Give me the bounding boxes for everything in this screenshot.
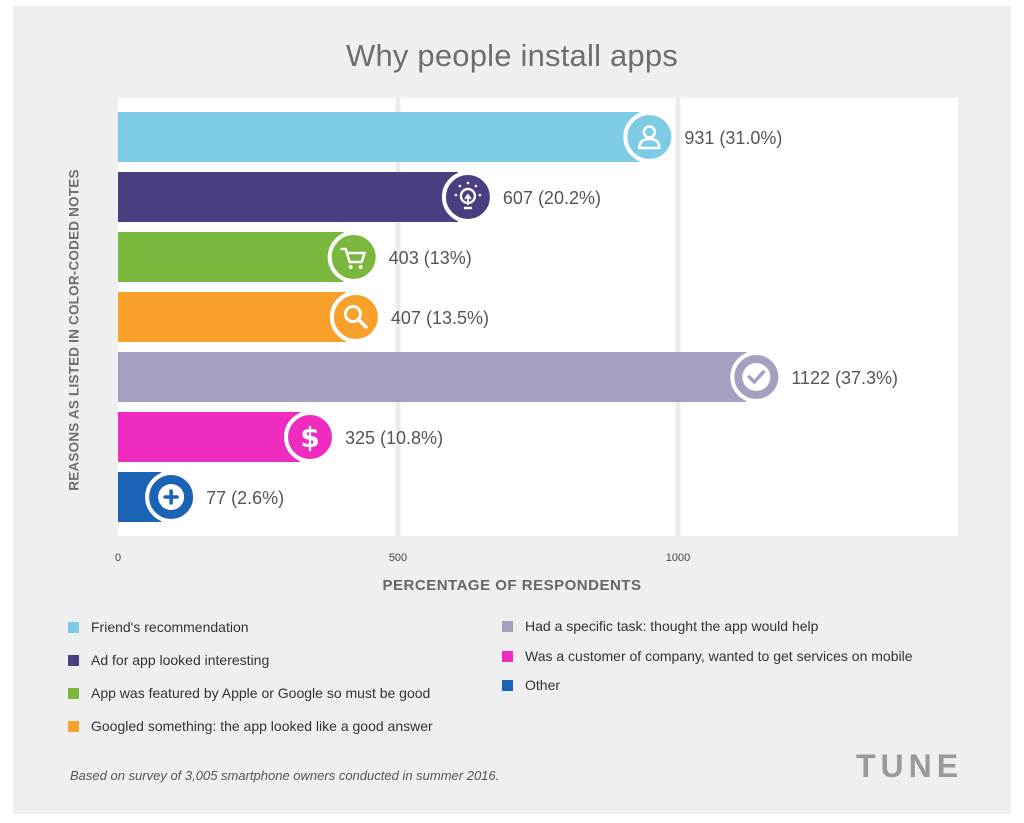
- legend-label: Friend's recommendation: [91, 619, 249, 635]
- data-label: 931 (31.0%): [684, 128, 782, 148]
- x-tick-label: 500: [389, 552, 407, 564]
- check-icon: [730, 351, 783, 403]
- legend-swatch: [502, 650, 513, 662]
- bar: [118, 112, 640, 162]
- data-label: 407 (13.5%): [391, 308, 489, 328]
- cart-icon: [327, 231, 380, 283]
- legend-item: Googled something: the app looked like a…: [68, 718, 433, 734]
- legend-label: App was featured by Apple or Google so m…: [91, 685, 431, 701]
- brand-logo: TUNE: [856, 748, 964, 784]
- legend-swatch: [68, 721, 79, 732]
- bar: [118, 352, 747, 402]
- legend-item: Had a specific task: thought the app wou…: [502, 618, 818, 634]
- data-label: 1122 (37.3%): [791, 368, 898, 388]
- footnote: Based on survey of 3,005 smartphone owne…: [70, 768, 500, 783]
- x-tick-label: 1000: [666, 552, 690, 564]
- dollar-icon: $: [284, 411, 336, 463]
- bar: [118, 292, 346, 342]
- legend-label: Was a customer of company, wanted to get…: [525, 647, 913, 664]
- bar: [118, 232, 344, 282]
- data-label: 77 (2.6%): [206, 488, 284, 508]
- legend-item: Ad for app looked interesting: [68, 652, 269, 668]
- user-icon: [623, 111, 676, 163]
- legend-item: Was a customer of company, wanted to get…: [502, 648, 913, 664]
- legend-item: Friend's recommendation: [68, 619, 249, 635]
- chart-title: Why people install apps: [345, 38, 678, 73]
- legend-swatch: [68, 622, 79, 633]
- legend-swatch: [68, 688, 79, 699]
- legend-label: Had a specific task: thought the app wou…: [525, 618, 819, 634]
- svg-text:$: $: [300, 421, 319, 454]
- bar: [118, 412, 300, 462]
- lightbulb-icon: [441, 171, 494, 223]
- x-tick-label: 0: [115, 552, 121, 564]
- data-label: 607 (20.2%): [503, 188, 601, 208]
- legend-swatch: [68, 655, 79, 666]
- x-axis-label: PERCENTAGE OF RESPONDENTS: [382, 577, 642, 594]
- legend-label: Other: [525, 677, 561, 693]
- legend-swatch: [502, 680, 513, 691]
- plus-icon: [145, 471, 198, 523]
- legend-item: App was featured by Apple or Google so m…: [68, 685, 430, 701]
- data-label: 403 (13%): [389, 248, 472, 268]
- legend-swatch: [502, 621, 513, 632]
- search-icon: [329, 291, 382, 343]
- legend-item: Other: [502, 677, 560, 693]
- bar: [118, 172, 458, 222]
- data-label: 325 (10.8%): [345, 428, 443, 448]
- legend-label: Googled something: the app looked like a…: [91, 718, 433, 734]
- legend-label: Ad for app looked interesting: [91, 652, 270, 668]
